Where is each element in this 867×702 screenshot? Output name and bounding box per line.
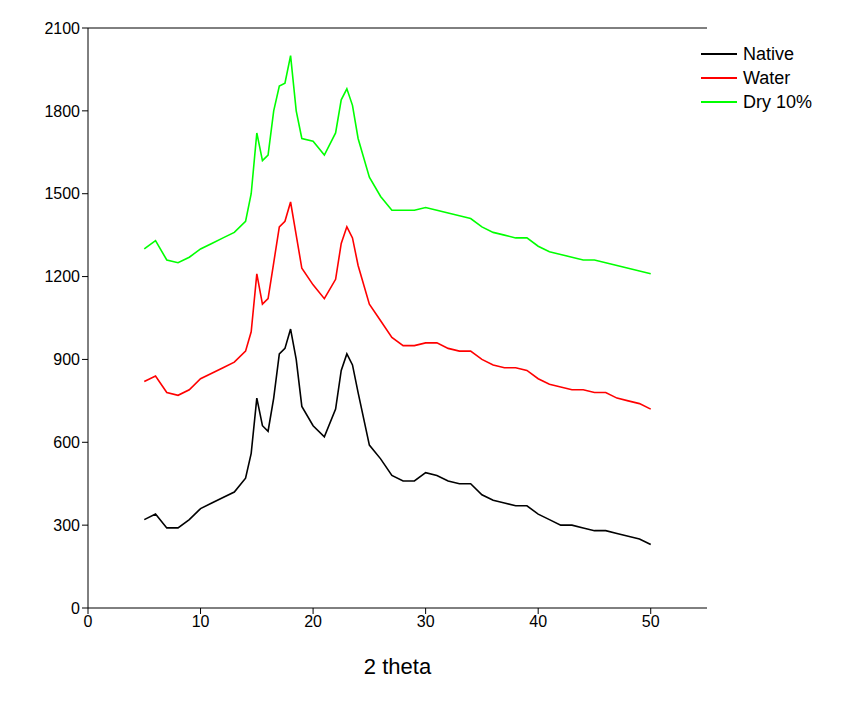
svg-text:300: 300 [53, 517, 80, 534]
svg-text:900: 900 [53, 351, 80, 368]
svg-text:1200: 1200 [44, 268, 80, 285]
svg-text:40: 40 [529, 613, 547, 630]
svg-text:2100: 2100 [44, 20, 80, 37]
html-text:Water: Water [743, 67, 791, 88]
html-text:Native: Native [743, 43, 794, 64]
svg-text:20: 20 [304, 613, 322, 630]
svg-text:1800: 1800 [44, 103, 80, 120]
svg-text:30: 30 [417, 613, 435, 630]
svg-text:0: 0 [71, 600, 80, 617]
svg-text:2 theta: 2 theta [364, 654, 432, 679]
svg-text:600: 600 [53, 434, 80, 451]
html-text:Dry 10%: Dry 10% [743, 91, 812, 112]
svg-text:10: 10 [192, 613, 210, 630]
svg-text:50: 50 [642, 613, 660, 630]
svg-text:0: 0 [84, 613, 93, 630]
svg-text:1500: 1500 [44, 185, 80, 202]
